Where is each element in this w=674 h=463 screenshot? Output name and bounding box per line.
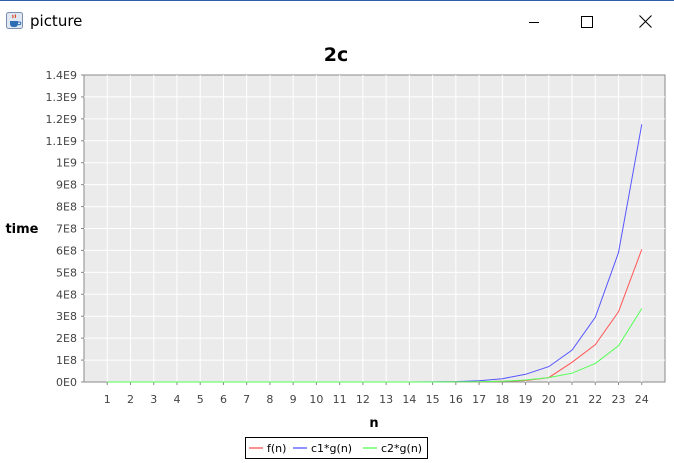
legend: f(n) c1*g(n) c2*g(n) (245, 437, 428, 459)
maximize-button[interactable] (564, 3, 610, 40)
x-tick-label: 3 (150, 393, 157, 406)
y-tick-label: 3E8 (56, 310, 77, 323)
chart-title: 2c (324, 44, 348, 66)
line-chart: 2c 0E0 1E8 2E8 3E8 4E8 5E8 6E8 7E8 8E8 9E8 1E9 1.1E… (5, 44, 666, 459)
x-axis-label: n (369, 416, 378, 431)
window-title: picture (30, 12, 83, 30)
x-tick-label: 10 (309, 393, 323, 406)
y-tick-label: 9E8 (56, 179, 77, 192)
x-tick-label: 22 (588, 393, 602, 406)
x-tick-label: 11 (333, 393, 347, 406)
close-button[interactable] (622, 3, 668, 40)
y-tick-label: 4E8 (56, 288, 77, 301)
y-tick-label: 0E0 (56, 376, 77, 389)
legend-label: f(n) (267, 442, 286, 455)
x-tick-label: 16 (449, 393, 463, 406)
y-tick-label: 1.4E9 (46, 69, 77, 82)
x-tick-label: 8 (266, 393, 273, 406)
title-bar[interactable]: picture (0, 2, 674, 40)
y-axis-label: time (5, 222, 38, 237)
close-icon (638, 15, 652, 28)
x-tick-label: 12 (356, 393, 370, 406)
y-tick-label: 1E8 (56, 354, 77, 367)
x-tick-label: 5 (197, 393, 204, 406)
minimize-icon (529, 21, 539, 23)
x-tick-label: 20 (542, 393, 556, 406)
y-tick-label: 1.2E9 (46, 113, 77, 126)
x-tick-label: 19 (519, 393, 533, 406)
y-tick-label: 2E8 (56, 332, 77, 345)
y-tick-label: 5E8 (56, 266, 77, 279)
maximize-icon (581, 15, 593, 28)
x-tick-label: 15 (426, 393, 440, 406)
x-tick-label: 24 (635, 393, 649, 406)
y-tick-label: 8E8 (56, 201, 77, 214)
y-tick-label: 6E8 (56, 244, 77, 257)
x-tick-label: 9 (290, 393, 297, 406)
x-axis: 1 2 3 4 5 6 7 8 9 10 11 12 13 14 15 16 17 18 19 20 21 22 23 24 (104, 382, 649, 406)
x-tick-label: 17 (472, 393, 486, 406)
legend-label: c1*g(n) (311, 442, 352, 455)
series-lines (107, 124, 643, 383)
legend-label: c2*g(n) (381, 442, 422, 455)
y-tick-label: 1.3E9 (46, 91, 77, 104)
minimize-button[interactable] (511, 3, 557, 40)
x-tick-label: 2 (127, 393, 134, 406)
x-tick-label: 13 (379, 393, 393, 406)
x-tick-label: 14 (402, 393, 416, 406)
x-tick-label: 1 (104, 393, 111, 406)
x-tick-label: 6 (220, 393, 227, 406)
x-tick-label: 23 (612, 393, 626, 406)
x-tick-label: 18 (495, 393, 509, 406)
java-coffee-cup-icon (6, 12, 23, 29)
x-tick-label: 7 (243, 393, 250, 406)
chart-panel: 2c 0E0 1E8 2E8 3E8 4E8 5E8 6E8 7E8 8E8 9E8 1E9 1.1E… (0, 40, 674, 459)
y-tick-label: 7E8 (56, 223, 77, 236)
y-tick-label: 1E9 (56, 157, 77, 170)
gridlines (84, 75, 665, 382)
x-tick-label: 4 (173, 393, 180, 406)
y-tick-label: 1.1E9 (46, 135, 77, 148)
x-tick-label: 21 (565, 393, 579, 406)
y-axis: 0E0 1E8 2E8 3E8 4E8 5E8 6E8 7E8 8E8 9E8 1E9 1.1E9 1.… (46, 69, 84, 389)
series-line-2 (107, 308, 643, 383)
